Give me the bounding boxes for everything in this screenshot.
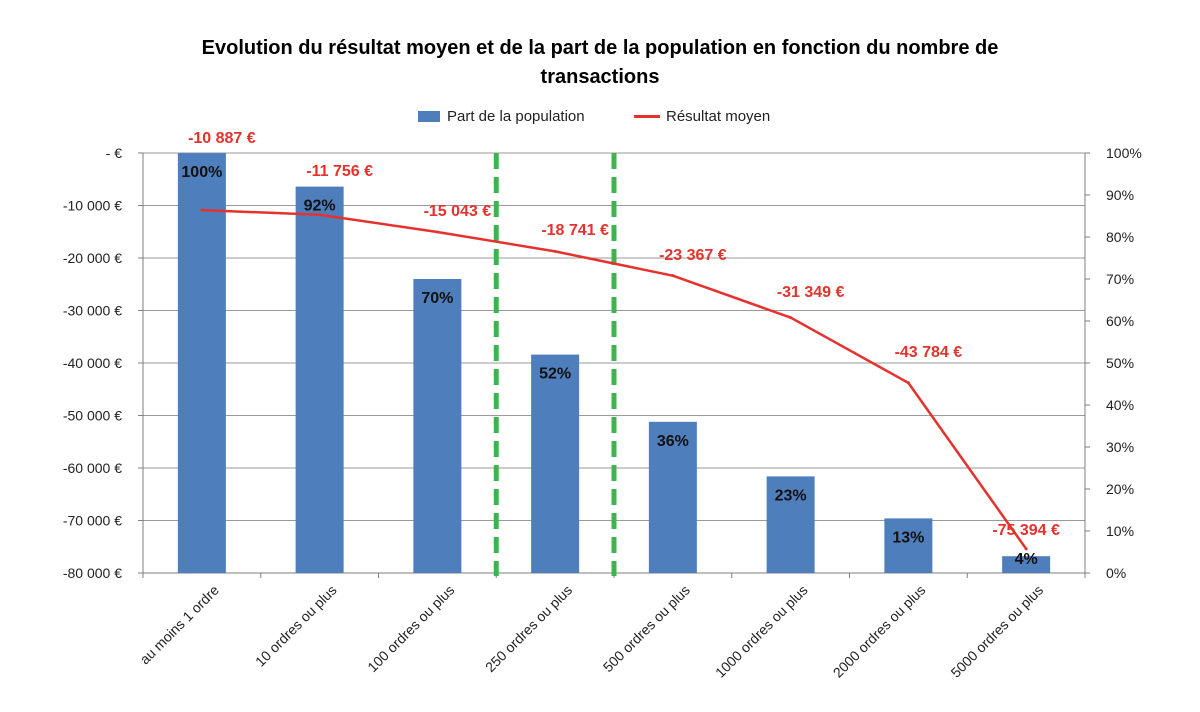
bar-data-label: 23% <box>775 487 807 504</box>
legend-item-line: Résultat moyen <box>634 108 770 125</box>
bar <box>884 518 933 573</box>
right-axis-tick-label: 100% <box>1106 145 1142 161</box>
line-point <box>671 274 675 278</box>
left-axis-tick-label: -10 000 € <box>63 198 122 214</box>
x-axis-category-label: au moins 1 ordre <box>136 582 222 668</box>
x-axis-category-label: 100 ordres ou plus <box>364 582 457 675</box>
bar-data-label: 100% <box>181 164 222 181</box>
line-data-label: -75 394 € <box>992 522 1060 539</box>
left-axis-tick-label: -30 000 € <box>63 303 122 319</box>
x-axis-category-label: 5000 ordres ou plus <box>947 582 1046 681</box>
right-axis-tick-label: 60% <box>1106 313 1134 329</box>
x-axis-category-label: 1000 ordres ou plus <box>712 582 811 681</box>
right-axis-tick-label: 30% <box>1106 439 1134 455</box>
line-data-label: -23 367 € <box>659 247 727 264</box>
legend-label-line: Résultat moyen <box>666 108 771 125</box>
right-axis-tick-label: 0% <box>1106 565 1126 581</box>
legend-swatch-line <box>634 115 660 118</box>
left-axis-tick-label: -40 000 € <box>63 355 122 371</box>
chart-title: Evolution du résultat moyen et de la par… <box>201 37 999 88</box>
line-point <box>553 249 557 253</box>
line-point <box>789 316 793 320</box>
bar-data-label: 4% <box>1015 551 1038 568</box>
bar-data-label: 52% <box>539 366 571 383</box>
x-axis-category-label: 10 ordres ou plus <box>252 582 340 670</box>
left-axis-tick-label: -70 000 € <box>63 513 122 529</box>
bar <box>766 476 815 573</box>
right-axis-tick-label: 70% <box>1106 271 1134 287</box>
right-axis-tick-label: 50% <box>1106 355 1134 371</box>
bar <box>648 421 697 573</box>
line-data-label: -18 741 € <box>541 222 609 239</box>
line-data-label: -31 349 € <box>777 284 845 301</box>
bar <box>177 153 226 573</box>
left-axis-tick-label: -80 000 € <box>63 565 122 581</box>
right-axis-tick-label: 90% <box>1106 187 1134 203</box>
right-axis-tick-label: 20% <box>1106 481 1134 497</box>
line-point <box>318 213 322 217</box>
left-axis-tick-label: - € <box>106 145 123 161</box>
line-point <box>1024 547 1028 551</box>
line-data-label: -43 784 € <box>895 344 963 361</box>
x-axis-category-label: 250 ordres ou plus <box>482 582 575 675</box>
right-axis-tick-label: 10% <box>1106 523 1134 539</box>
left-axis-tick-label: -60 000 € <box>63 460 122 476</box>
legend-swatch-bar <box>418 111 440 122</box>
line-point <box>200 208 204 212</box>
x-axis-category-label: 500 ordres ou plus <box>600 582 693 675</box>
line-data-label: -10 887 € <box>188 130 256 147</box>
bar <box>413 279 462 573</box>
bar <box>531 354 580 573</box>
legend-item-bar: Part de la population <box>418 108 585 125</box>
right-axis-tick-label: 40% <box>1106 397 1134 413</box>
x-axis-category-label: 2000 ordres ou plus <box>830 582 929 681</box>
bar <box>295 186 344 573</box>
bar-data-label: 70% <box>421 290 453 307</box>
bar-data-label: 92% <box>304 198 336 215</box>
line-series <box>201 208 1028 550</box>
line-point <box>435 230 439 234</box>
line-data-label: -15 043 € <box>424 203 492 220</box>
right-axis-tick-label: 80% <box>1106 229 1134 245</box>
line-point <box>906 381 910 385</box>
bar <box>1002 556 1051 573</box>
line-data-label: -11 756 € <box>306 163 373 180</box>
legend-label-bar: Part de la population <box>447 108 585 125</box>
bar-data-label: 13% <box>892 529 924 546</box>
left-axis-tick-label: -20 000 € <box>63 250 122 266</box>
bar-data-label: 36% <box>657 433 689 450</box>
left-axis-tick-label: -50 000 € <box>63 408 122 424</box>
